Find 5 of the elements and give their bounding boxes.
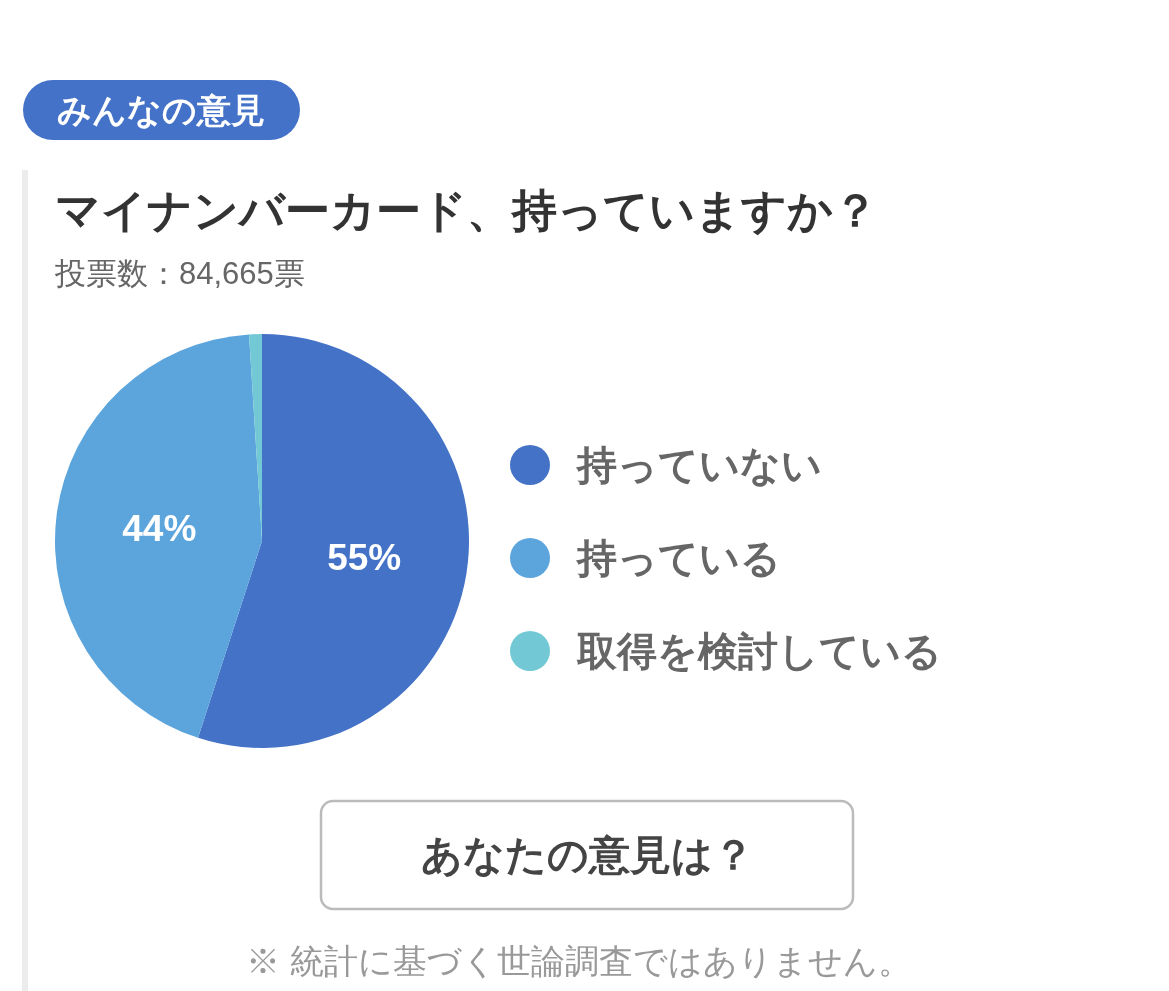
title: マイナンバーカード、持っていますか？ [55,185,878,236]
subtitle: 投票数：84,665票 [55,256,305,291]
button: あなたの意見は？ [319,799,855,911]
note: ※ 統計に基づく世論調査ではありません。 [246,942,912,980]
badge: みんなの意見 [23,80,300,140]
